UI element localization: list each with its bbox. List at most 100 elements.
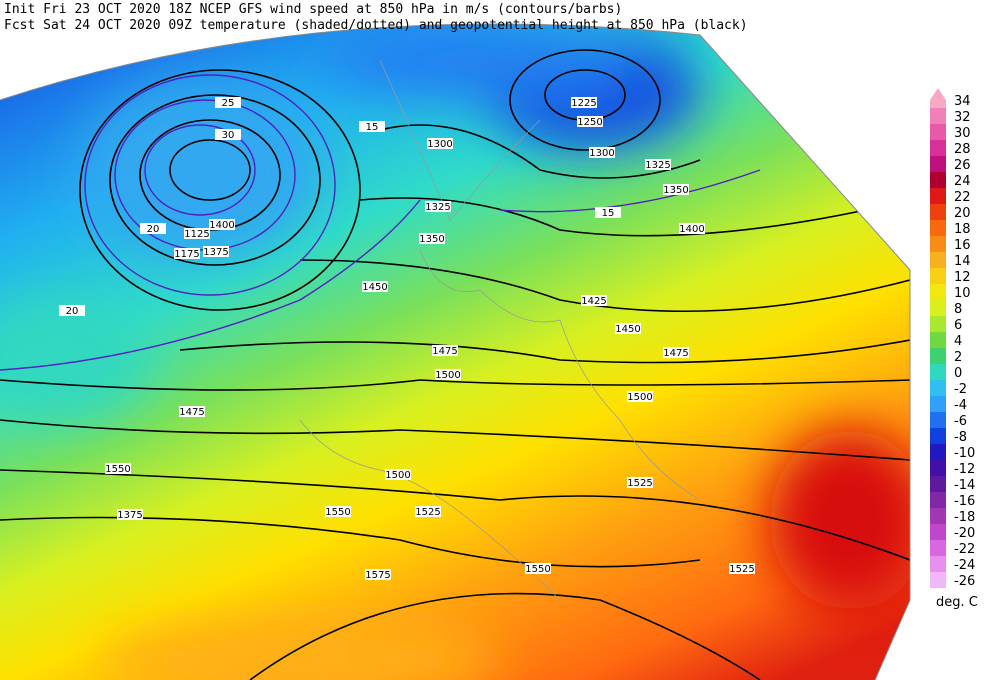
- colorbar-label: -16: [954, 494, 975, 509]
- map-label: 1175: [174, 249, 199, 260]
- colorbar-label: -26: [954, 574, 975, 589]
- map-label-box: [627, 391, 653, 402]
- map-label-box: [663, 347, 689, 358]
- map-label: 1475: [663, 348, 688, 359]
- colorbar-label: -2: [954, 382, 967, 397]
- map-label: 1475: [179, 407, 204, 418]
- colorbar-label: 0: [954, 366, 962, 381]
- map-label-box: [615, 323, 641, 334]
- colorbar-swatch: [930, 204, 946, 220]
- map-label: 1250: [577, 117, 602, 128]
- map-label: 1550: [105, 464, 130, 475]
- map-label-box: [627, 477, 653, 488]
- colorbar-label: 16: [954, 238, 971, 253]
- map-label: 1550: [325, 507, 350, 518]
- colorbar-swatch: [930, 444, 946, 460]
- colorbar-label: 30: [954, 126, 971, 141]
- map-label-box: [385, 469, 411, 480]
- colorbar-swatch: [930, 140, 946, 156]
- map-label-box: [179, 406, 205, 417]
- height-contours: [0, 49, 910, 680]
- map-label: 1450: [615, 324, 640, 335]
- map-label-box: [174, 248, 200, 259]
- colorbar-swatch: [930, 348, 946, 364]
- map-label: 1550: [525, 564, 550, 575]
- colorbar-label: 2: [954, 350, 962, 365]
- colorbar-swatch: [930, 332, 946, 348]
- map-label-box: [203, 246, 229, 257]
- colorbar-label: -24: [954, 558, 975, 573]
- map-label-box: [359, 121, 385, 132]
- map-label-box: [427, 138, 453, 149]
- map-label: 30: [222, 130, 235, 141]
- map-label-box: [595, 207, 621, 218]
- map-label-box: [215, 97, 241, 108]
- map-label-box: [105, 463, 131, 474]
- coastlines: [299, 59, 701, 601]
- map-label-box: [525, 563, 551, 574]
- map-label-box: [419, 233, 445, 244]
- colorbar-label: 32: [954, 110, 971, 125]
- map-label: 1325: [425, 202, 450, 213]
- colorbar-swatch: [930, 156, 946, 172]
- colorbar-swatch: [930, 508, 946, 524]
- colorbar-swatch: [930, 364, 946, 380]
- colorbar-label: -10: [954, 446, 975, 461]
- map-label-box: [365, 569, 391, 580]
- map-label: 1375: [117, 510, 142, 521]
- colorbar-swatch: [930, 428, 946, 444]
- map-label-box: [589, 147, 615, 158]
- map-label: 1375: [203, 247, 228, 258]
- colorbar-swatch: [930, 412, 946, 428]
- map-label: 1500: [385, 470, 410, 481]
- map-label-box: [645, 159, 671, 170]
- colorbar-label: 22: [954, 190, 971, 205]
- map-label: 1125: [184, 229, 209, 240]
- colorbar-swatch: [930, 572, 946, 588]
- map-label-box: [432, 345, 458, 356]
- map-label-box: [571, 97, 597, 108]
- map-label: 1300: [589, 148, 614, 159]
- map-label: 1450: [362, 282, 387, 293]
- colorbar-swatch: [930, 188, 946, 204]
- map-label: 15: [366, 122, 379, 133]
- map-label: 1500: [627, 392, 652, 403]
- colorbar-label: 8: [954, 302, 962, 317]
- colorbar-label: 4: [954, 334, 962, 349]
- header-line: Init Fri 23 OCT 2020 18Z NCEP GFS wind s…: [4, 2, 622, 17]
- colorbar-swatch: [930, 100, 946, 108]
- colorbar-swatch: [930, 556, 946, 572]
- colorbar-label: 14: [954, 254, 971, 269]
- map-label: 1475: [432, 346, 457, 357]
- colorbar-swatch: [930, 380, 946, 396]
- colorbar-swatch: [930, 492, 946, 508]
- colorbar-swatch: [930, 252, 946, 268]
- colorbar-label: 24: [954, 174, 971, 189]
- colorbar-swatch: [930, 268, 946, 284]
- colorbar-swatch: [930, 540, 946, 556]
- map-label-box: [184, 228, 210, 239]
- colorbar-label: -8: [954, 430, 967, 445]
- colorbar-arrow: [930, 88, 946, 100]
- map-label: 1525: [729, 564, 754, 575]
- map-label: 1525: [415, 507, 440, 518]
- map-label-box: [415, 506, 441, 517]
- colorbar-swatch: [930, 284, 946, 300]
- map-label: 1525: [627, 478, 652, 489]
- colorbar-label: 34: [954, 94, 971, 109]
- colorbar-label: 6: [954, 318, 962, 333]
- map-label-box: [59, 305, 85, 316]
- header-line: Fcst Sat 24 OCT 2020 09Z temperature (sh…: [4, 18, 748, 33]
- map-label: 1225: [571, 98, 596, 109]
- colorbar-swatch: [930, 124, 946, 140]
- map-label: 1350: [663, 185, 688, 196]
- map-label: 1425: [581, 296, 606, 307]
- colorbar-swatch: [930, 220, 946, 236]
- colorbar-label: -22: [954, 542, 975, 557]
- map-label-box: [209, 219, 235, 230]
- map-label-box: [663, 184, 689, 195]
- map-label-box: [425, 201, 451, 212]
- colorbar-swatch: [930, 524, 946, 540]
- map-label: 15: [602, 208, 615, 219]
